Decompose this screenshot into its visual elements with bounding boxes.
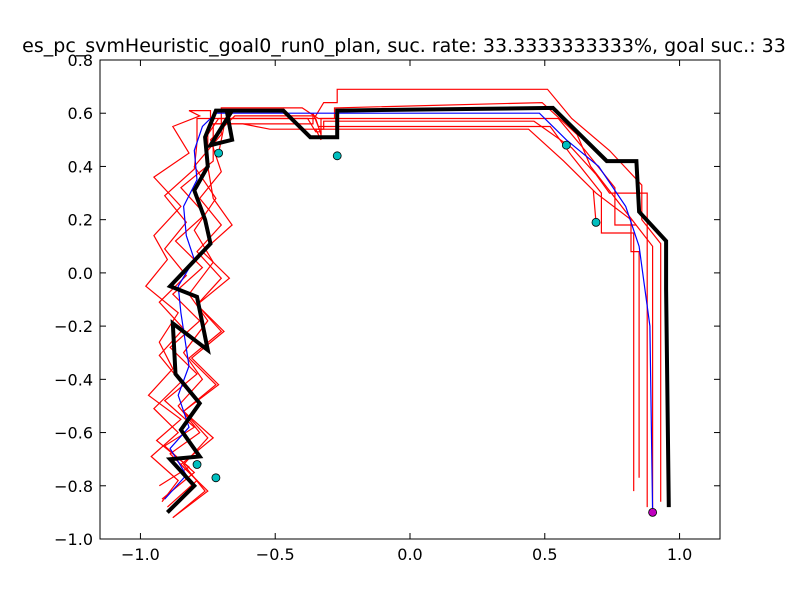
y-tick-label: 0.4 [68, 157, 93, 176]
y-tick-label: −0.4 [54, 370, 93, 389]
y-tick-label: −0.2 [54, 317, 93, 336]
x-tick-label: −0.5 [256, 545, 295, 564]
goal-marker-2 [332, 151, 342, 161]
chart-title: es_pc_svmHeuristic_goal0_run0_plan, suc.… [22, 35, 786, 57]
goal-tether-1 [218, 126, 225, 154]
goal-marker-1 [214, 148, 224, 158]
y-tick-label: 0.0 [68, 264, 93, 283]
goal-marker-3 [561, 140, 571, 150]
sample-trajectory-1 [144, 110, 635, 492]
y-tick-label: −1.0 [54, 530, 93, 549]
goal-marker-4 [591, 217, 601, 227]
y-tick-label: 0.2 [68, 211, 93, 230]
y-tick-label: −0.6 [54, 424, 93, 443]
start-marker [648, 507, 658, 517]
nominal-trajectory [164, 112, 654, 513]
x-tick-label: 1.0 [667, 545, 692, 564]
x-tick-label: 0.5 [532, 545, 557, 564]
goal-marker-5 [192, 460, 202, 469]
goal-tether-2 [592, 190, 597, 223]
x-tick-label: −1.0 [121, 545, 160, 564]
plan-trajectory [165, 105, 671, 514]
y-tick-label: 0.6 [68, 104, 93, 123]
goal-marker-6 [211, 473, 221, 483]
x-tick-label: 0.0 [397, 545, 422, 564]
y-tick-label: 0.8 [68, 51, 93, 70]
y-tick-label: −0.8 [54, 477, 93, 496]
